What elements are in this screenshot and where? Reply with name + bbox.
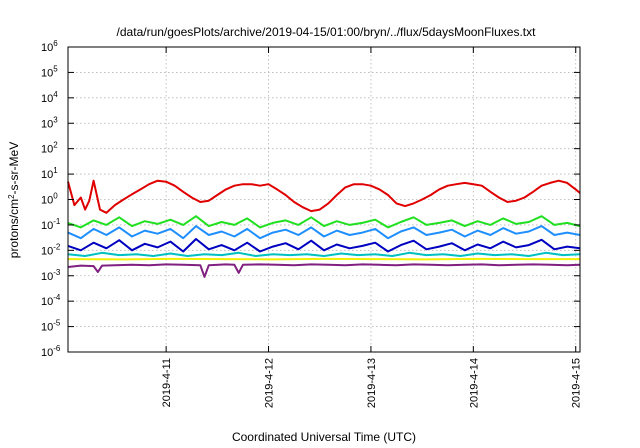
y-tick-label: 106 bbox=[41, 39, 58, 54]
y-axis-label-pre: protons/cm bbox=[7, 199, 21, 258]
y-tick-label: 10-4 bbox=[41, 293, 61, 308]
y-tick-label: 104 bbox=[41, 90, 58, 105]
y-tick-label: 10-1 bbox=[41, 217, 61, 232]
y-tick-label: 10-5 bbox=[41, 319, 61, 334]
y-tick-label: 105 bbox=[41, 64, 58, 79]
series-line-3 bbox=[67, 225, 581, 240]
y-tick-label: 101 bbox=[41, 166, 58, 181]
series-line-7 bbox=[67, 263, 581, 278]
series-line-5 bbox=[67, 251, 581, 257]
x-axis-label: Coordinated Universal Time (UTC) bbox=[232, 430, 416, 444]
y-tick-label: 10-3 bbox=[41, 268, 61, 283]
y-tick-label: 100 bbox=[41, 192, 58, 207]
x-tick-label: 2019-4-14 bbox=[468, 358, 480, 408]
y-tick-label: 10-6 bbox=[41, 344, 61, 359]
y-axis-label-sup: 2 bbox=[7, 194, 16, 199]
x-tick-label: 2019-4-13 bbox=[366, 358, 378, 408]
y-axis: 10-6 10-5 10-4 10-3 10-2 10-1 100 101 102 103 104 1… bbox=[41, 39, 580, 359]
series-line-6 bbox=[67, 257, 580, 261]
y-tick-label: 10-2 bbox=[41, 242, 61, 257]
y-tick-label: 103 bbox=[41, 115, 58, 130]
x-axis: 2019-4-11 2019-4-12 2019-4-13 2019-4-14 2019… bbox=[161, 47, 583, 408]
x-tick-label: 2019-4-12 bbox=[264, 358, 276, 408]
y-tick-label: 102 bbox=[41, 141, 58, 156]
series-line-2 bbox=[67, 215, 581, 229]
series-layer bbox=[67, 179, 581, 278]
series-line-4 bbox=[67, 238, 581, 253]
y-axis-label: protons/cm2-s-sr-MeV bbox=[7, 142, 22, 258]
x-tick-label: 2019-4-11 bbox=[161, 358, 173, 407]
chart-title: /data/run/goesPlots/archive/2019-04-15/0… bbox=[117, 25, 537, 39]
series-line-1 bbox=[67, 179, 581, 214]
y-axis-label-post: -s-sr-MeV bbox=[7, 142, 21, 195]
x-tick-label: 2019-4-15 bbox=[571, 358, 583, 408]
